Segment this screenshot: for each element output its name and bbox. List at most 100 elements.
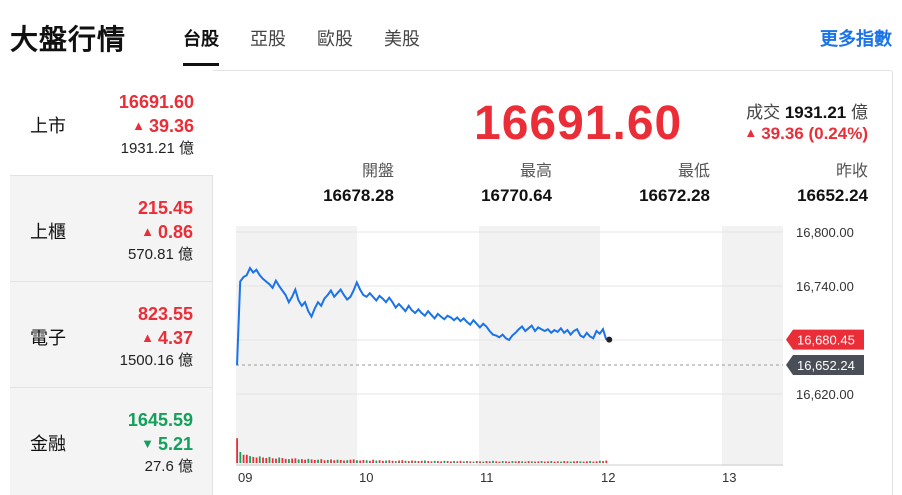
volume-bar <box>252 456 255 463</box>
volume-bar <box>469 461 472 463</box>
volume-bars <box>236 438 608 463</box>
volume-bar <box>563 461 566 463</box>
volume-bar <box>300 459 303 463</box>
volume-bar <box>414 460 417 463</box>
volume-bar <box>291 458 294 463</box>
index-price: 823.55 <box>137 304 193 324</box>
volume-bar <box>498 461 501 463</box>
current-price-tag-bg <box>786 329 864 350</box>
volume-bar <box>352 459 355 463</box>
volume-bar <box>466 461 468 463</box>
up-triangle-icon: ▲ <box>744 125 758 140</box>
index-change-value: 0.86 <box>157 222 193 242</box>
volume-bar <box>579 461 582 463</box>
stat-label: 最低 <box>677 163 710 180</box>
volume-bar <box>378 460 381 463</box>
intraday-chart[interactable]: 16,800.00 16,740.00 16,620.00 09 10 11 12 13 1… <box>230 220 870 488</box>
tab-taiwan[interactable]: 台股 <box>183 25 219 66</box>
volume-bar <box>372 459 375 463</box>
volume-bar <box>443 460 446 463</box>
volume-bar <box>417 461 420 463</box>
volume-bar <box>511 461 514 463</box>
volume-bar <box>401 460 404 463</box>
turnover-label: 成交 <box>746 103 781 122</box>
stat-value: 16672.28 <box>639 186 710 205</box>
index-price: 16691.60 <box>118 92 194 112</box>
index-volume: 27.6 億 <box>144 458 193 475</box>
volume-bar <box>330 459 332 463</box>
index-price: 1645.59 <box>127 410 193 430</box>
volume-bar <box>245 454 248 463</box>
page-title: 大盤行情 <box>10 24 127 55</box>
volume-bar <box>556 461 559 463</box>
stat-label: 最高 <box>519 163 552 180</box>
stat-open: 開盤 16678.28 <box>323 161 394 209</box>
volume-bar <box>288 459 290 463</box>
stat-value: 16652.24 <box>797 186 868 205</box>
stat-low: 最低 16672.28 <box>639 161 710 209</box>
volume-bar <box>547 461 549 463</box>
index-volume: 570.81 億 <box>127 246 193 263</box>
current-index-price: 16691.60 <box>474 97 683 150</box>
volume-bar <box>262 457 264 463</box>
up-triangle-icon: ▲ <box>141 330 154 345</box>
sidebar-item-finance[interactable]: 金融 1645.59 ▼ 5.21 27.6 億 <box>10 388 213 495</box>
volume-bar <box>437 461 439 463</box>
volume-bar <box>343 460 345 463</box>
session-shade-09 <box>236 226 357 466</box>
volume-bar <box>433 460 436 463</box>
tab-europe[interactable]: 歐股 <box>317 29 353 49</box>
volume-bar <box>530 461 533 463</box>
volume-bar <box>585 461 588 463</box>
sidebar-item-listed[interactable]: 上市 16691.60 ▲ 39.36 1931.21 億 <box>10 70 213 176</box>
more-indices-link[interactable]: 更多指數 <box>820 29 892 49</box>
volume-bar <box>534 461 536 463</box>
volume-bar <box>333 460 336 463</box>
index-sidebar: 上市 16691.60 ▲ 39.36 1931.21 億 上櫃 215.45 ▲… <box>10 70 213 495</box>
volume-bar <box>278 457 281 463</box>
prev-close-tag: 16,652.24 <box>786 354 864 375</box>
index-volume: 1931.21 億 <box>120 140 194 157</box>
volume-bar <box>404 460 407 463</box>
x-tick-label: 13 <box>722 470 736 485</box>
volume-bar <box>271 458 274 463</box>
up-triangle-icon: ▲ <box>132 118 145 133</box>
volume-bar <box>517 461 520 463</box>
volume-bar <box>394 461 397 463</box>
volume-bar <box>420 460 423 463</box>
volume-bar <box>475 461 478 463</box>
volume-bar <box>595 461 598 463</box>
volume-bar <box>297 459 300 463</box>
volume-bar <box>388 460 391 463</box>
volume-bar <box>236 438 238 463</box>
stat-prev-close: 昨收 16652.24 <box>797 161 868 209</box>
volume-bar <box>313 459 316 463</box>
tab-asia[interactable]: 亞股 <box>250 29 286 49</box>
volume-bar <box>501 461 504 463</box>
volume-bar <box>569 461 572 463</box>
sidebar-item-electronics[interactable]: 電子 823.55 ▲ 4.37 1500.16 億 <box>10 282 213 388</box>
volume-bar <box>323 460 326 463</box>
sidebar-item-otc[interactable]: 上櫃 215.45 ▲ 0.86 570.81 億 <box>10 176 213 282</box>
volume-bar <box>462 461 465 463</box>
volume-bar <box>349 459 352 463</box>
current-index-change: ▲ 39.36 (0.24%) <box>744 124 868 144</box>
volume-bar <box>521 461 524 463</box>
volume-bar <box>391 460 394 463</box>
current-price-tag-text: 16,680.45 <box>797 333 855 348</box>
tab-us[interactable]: 美股 <box>384 29 420 49</box>
volume-bar <box>326 459 329 463</box>
sidebar-item-label: 電子 <box>30 328 66 348</box>
volume-bar <box>362 459 365 463</box>
volume-bar <box>307 458 310 463</box>
volume-bar <box>398 460 400 463</box>
x-tick-label: 10 <box>359 470 373 485</box>
volume-bar <box>482 461 485 463</box>
volume-bar <box>427 461 430 463</box>
volume-bar <box>505 461 507 463</box>
volume-bar <box>407 461 410 463</box>
volume-bar <box>589 461 592 463</box>
volume-bar <box>449 461 452 463</box>
volume-bar <box>479 461 481 463</box>
volume-bar <box>472 461 475 463</box>
